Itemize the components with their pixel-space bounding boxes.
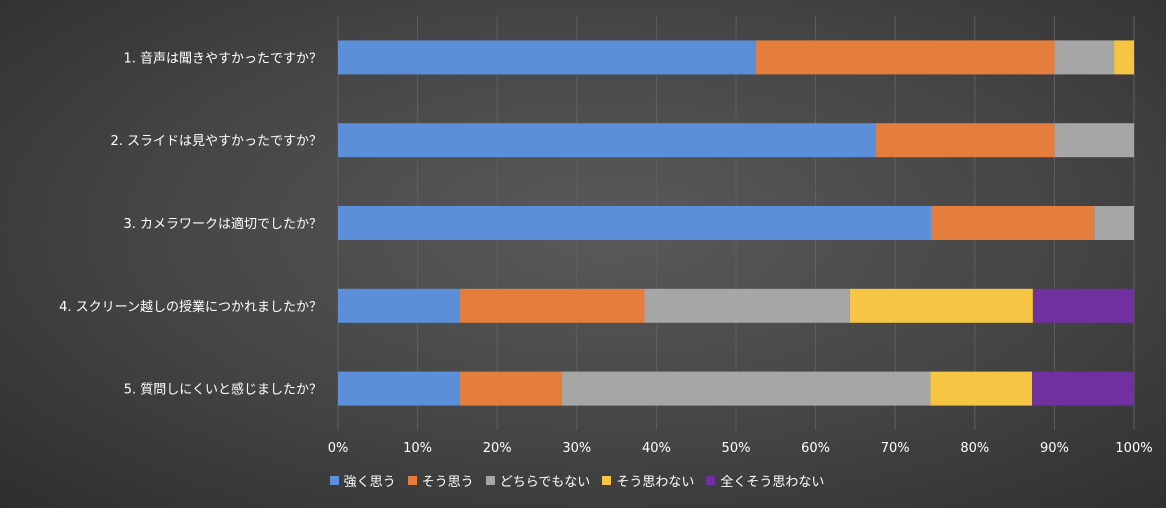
bar-segment xyxy=(1032,371,1134,406)
bar-segment xyxy=(1114,40,1134,75)
x-tick-label: 20% xyxy=(483,441,512,456)
bar-segment xyxy=(459,371,562,406)
legend-swatch xyxy=(602,475,612,485)
category-label: 1. 音声は聞きやすかったですか？ xyxy=(123,50,322,66)
legend-label: 全くそう思わない xyxy=(720,474,825,490)
bar-segment xyxy=(338,206,932,240)
legend-item: 全くそう思わない xyxy=(706,471,824,490)
legend-item: そう思わない xyxy=(602,471,694,490)
bar-segment xyxy=(930,371,1033,406)
bars xyxy=(338,40,1134,406)
category-label: 4. スクリーン越しの授業につかれましたか？ xyxy=(59,299,322,315)
x-tick-label: 40% xyxy=(642,441,671,456)
bar-segment xyxy=(755,40,1055,75)
legend-label: 強く思う xyxy=(343,474,396,490)
legend-label: どちらでもない xyxy=(499,474,591,490)
x-tick-label: 100% xyxy=(1115,441,1152,456)
legend-swatch xyxy=(485,475,495,485)
x-tick-label: 50% xyxy=(722,441,751,456)
bar-segment xyxy=(338,123,876,158)
x-tick-label: 0% xyxy=(328,441,349,456)
legend-item: そう思う xyxy=(407,471,474,490)
bar-segment xyxy=(1054,40,1115,75)
bar-segment xyxy=(875,123,1055,158)
bar-segment xyxy=(849,288,1033,323)
legend-swatch xyxy=(329,475,339,485)
bar-segment xyxy=(338,371,460,406)
legend: 強く思う そう思う どちらでもない そう思わない 全くそう思わない xyxy=(0,470,1166,490)
legend-item: どちらでもない xyxy=(485,471,591,490)
bar-segment xyxy=(338,288,460,323)
bar-segment xyxy=(1054,123,1134,158)
x-tick-label: 80% xyxy=(960,441,989,456)
legend-swatch xyxy=(407,475,417,485)
legend-swatch xyxy=(706,475,716,485)
bar-segment xyxy=(459,288,645,323)
x-tick-label: 90% xyxy=(1040,441,1069,456)
legend-item: 強く思う xyxy=(329,471,396,490)
category-labels: 1. 音声は聞きやすかったですか？ 2. スライドは見やすかったですか？ 3. カメ… xyxy=(59,50,322,397)
x-tick-label: 10% xyxy=(403,441,432,456)
category-label: 2. スライドは見やすかったですか？ xyxy=(110,134,322,149)
x-tick-label: 70% xyxy=(881,441,910,456)
bar-segment xyxy=(1094,206,1134,240)
bar-segment xyxy=(561,371,931,406)
legend-label: そう思う xyxy=(421,474,474,490)
x-tick-label: 30% xyxy=(562,441,591,456)
category-label: 3. カメラワークは適切でしたか？ xyxy=(123,216,322,232)
bar-segment xyxy=(644,288,850,323)
x-axis-ticks: 0% 10% 20% 30% 40% 50% 60% 70% 80% 90% 100% xyxy=(328,441,1153,456)
bar-segment xyxy=(338,40,756,75)
bar-segment xyxy=(1032,288,1134,323)
x-tick-label: 60% xyxy=(801,441,830,456)
bar-segment xyxy=(931,206,1095,240)
category-label: 5. 質問しにくいと感じましたか？ xyxy=(124,382,322,398)
legend-label: そう思わない xyxy=(616,474,695,490)
